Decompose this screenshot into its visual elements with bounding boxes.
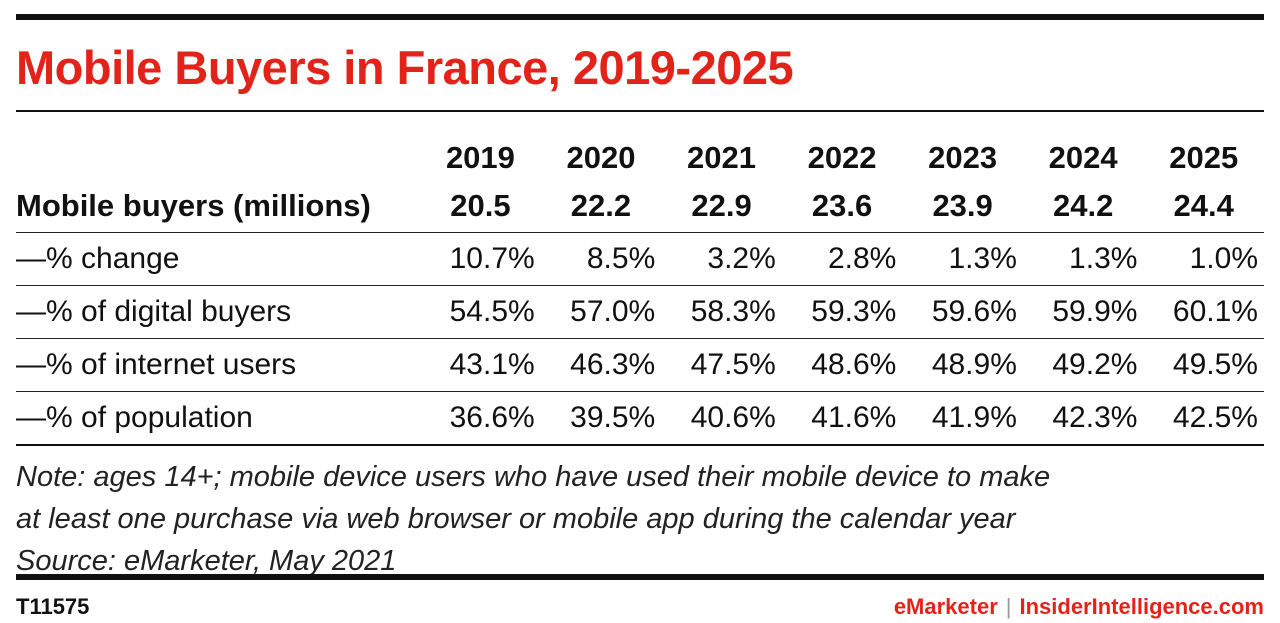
chart-title: Mobile Buyers in France, 2019-2025 (16, 41, 794, 94)
row-label: —% of digital buyers (16, 285, 421, 339)
table-cell: 36.6% (420, 391, 541, 446)
table-cell: 47.5% (661, 338, 782, 392)
brand-emarketer: eMarketer (893, 594, 998, 619)
table-cell: 1.0% (1143, 232, 1264, 286)
table-row: —% of internet users 43.1% 46.3% 47.5% 48.6%… (16, 338, 1264, 392)
title-rule (16, 110, 1264, 112)
table-cell: 24.2 (1022, 180, 1144, 233)
table-cell: 20.5 (420, 180, 541, 233)
table-cell: 49.2% (1022, 338, 1144, 392)
column-header-2020: 2020 (566, 140, 636, 175)
source-line: Source: eMarketer, May 2021 (16, 545, 397, 577)
brand-separator: | (1005, 594, 1012, 619)
table-row: —% change 10.7% 8.5% 3.2% 2.8% 1.3% 1.3% 1.0% (16, 232, 1264, 286)
column-header-2019: 2019 (445, 140, 515, 175)
column-header-2023: 2023 (928, 140, 998, 175)
table-cell: 22.2 (540, 180, 662, 233)
brand-credit: eMarketer | InsiderIntelligence.com (894, 592, 1264, 622)
table-cell: 3.2% (661, 232, 782, 286)
bottom-rule (16, 574, 1264, 580)
header-corner (16, 112, 420, 180)
table-cell: 59.3% (781, 285, 903, 339)
table-cell: 49.5% (1143, 338, 1264, 392)
table-cell: 57.0% (540, 285, 662, 339)
table-cell: 22.9 (661, 180, 782, 233)
top-rule (16, 14, 1264, 20)
table-cell: 46.3% (540, 338, 662, 392)
table-cell: 41.6% (781, 391, 903, 446)
note-line: Note: ages 14+; mobile device users who … (16, 461, 1051, 493)
table-cell: 1.3% (902, 232, 1023, 286)
table-cell: 23.6 (781, 180, 903, 233)
footer: T11575 eMarketer | InsiderIntelligence.com (16, 592, 1264, 622)
table-cell: 42.5% (1143, 391, 1264, 446)
table-cell: 8.5% (540, 232, 662, 286)
note-line: at least one purchase via web browser or… (16, 503, 1016, 535)
column-header-2021: 2021 (687, 140, 756, 175)
chart-note: Note: ages 14+; mobile device users who … (16, 456, 1264, 582)
table-cell: 10.7% (420, 232, 541, 286)
chart-card: Mobile Buyers in France, 2019-2025 2019 2… (16, 14, 1264, 619)
row-label: —% change (16, 232, 421, 286)
header-row: 2019 2020 2021 2022 2023 2024 2025 (16, 112, 1264, 180)
column-header-2024: 2024 (1048, 140, 1118, 175)
table-cell: 58.3% (661, 285, 782, 339)
brand-insiderintelligence: InsiderIntelligence.com (1019, 594, 1264, 619)
row-label: —% of population (16, 391, 421, 446)
table-cell: 59.9% (1022, 285, 1144, 339)
table-cell: 54.5% (420, 285, 541, 339)
row-label: Mobile buyers (millions) (16, 180, 421, 233)
table-cell: 48.9% (902, 338, 1023, 392)
row-label: —% of internet users (16, 338, 421, 392)
table-row: Mobile buyers (millions) 20.5 22.2 22.9 23.6… (16, 180, 1264, 233)
table-cell: 24.4 (1143, 180, 1264, 233)
table-cell: 48.6% (781, 338, 903, 392)
table-cell: 59.6% (902, 285, 1023, 339)
table-cell: 39.5% (540, 391, 662, 446)
table-row: —% of digital buyers 54.5% 57.0% 58.3% 59.3%… (16, 285, 1264, 339)
table-cell: 43.1% (420, 338, 541, 392)
table-cell: 1.3% (1022, 232, 1144, 286)
table-cell: 40.6% (661, 391, 782, 446)
table-row: —% of population 36.6% 39.5% 40.6% 41.6% 41.9… (16, 391, 1264, 446)
table-cell: 23.9 (902, 180, 1023, 233)
table-cell: 42.3% (1022, 391, 1144, 446)
column-header-2025: 2025 (1169, 140, 1239, 175)
column-header-2022: 2022 (807, 140, 877, 175)
table-cell: 2.8% (781, 232, 903, 286)
chart-id: T11575 (16, 594, 90, 619)
table-cell: 60.1% (1143, 285, 1264, 339)
data-table: 2019 2020 2021 2022 2023 2024 2025 Mobile buyer… (16, 112, 1264, 446)
table-cell: 41.9% (902, 391, 1023, 446)
